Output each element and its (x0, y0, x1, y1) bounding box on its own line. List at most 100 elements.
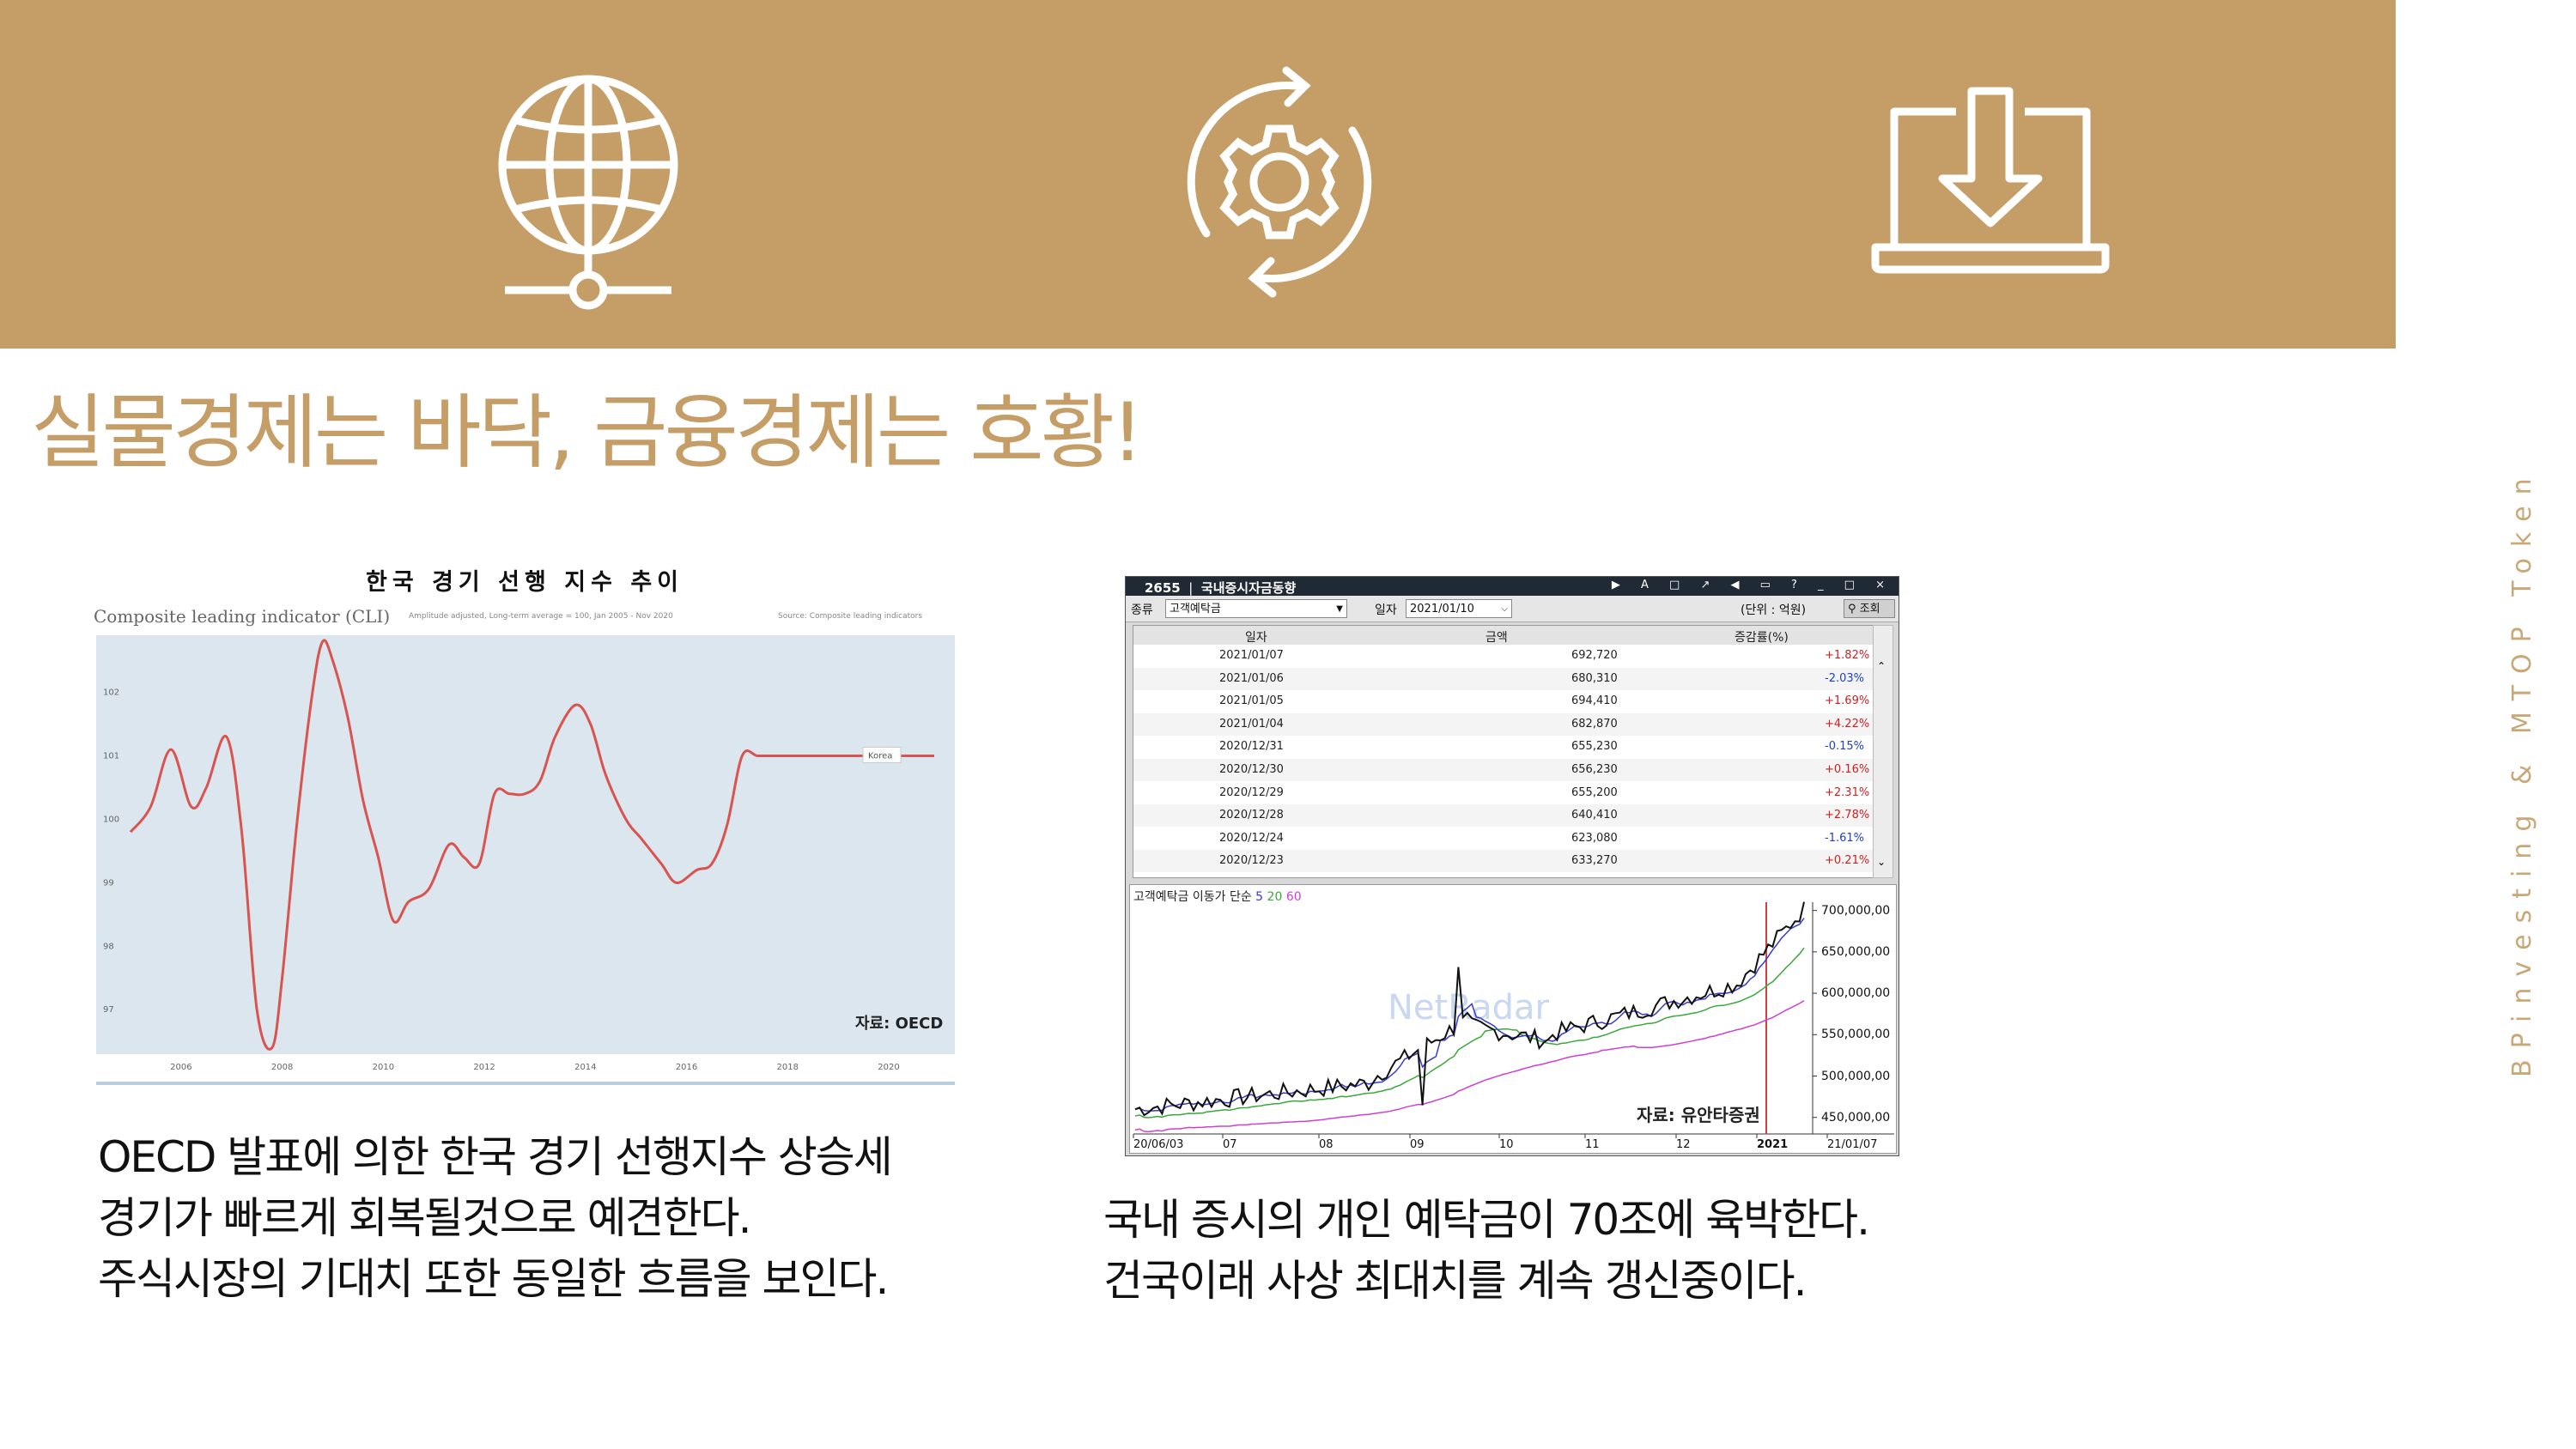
right-caption-line: 건국이래 사상 최대치를 계속 갱신중이다. (1103, 1256, 1807, 1306)
table-row[interactable]: 2020/12/30 656,230 +0.16% (1133, 759, 1874, 781)
chevron-down-icon: ⌵ (1501, 604, 1508, 614)
cell-amount: 692,720 (1571, 649, 1618, 662)
column-header-amount: 금액 (1485, 631, 1508, 645)
table-row[interactable]: 2021/01/07 692,720 +1.82% (1133, 645, 1874, 667)
cli-chart-subtitle-note: Amplitude adjusted, Long-term average = … (409, 612, 673, 621)
x-tick-label: 21/01/07 (1827, 1138, 1878, 1151)
x-tick-label: 20/06/03 (1133, 1138, 1184, 1151)
legend-ma-60: 60 (1285, 890, 1302, 904)
x-tick-label: 2020 (878, 1063, 899, 1072)
cli-chart-subtitle: Composite leading indicator (CLI) (94, 606, 391, 627)
x-tick-label: 07 (1223, 1138, 1237, 1151)
table-header: 일자 금액 증감률(%) (1133, 626, 1874, 646)
cell-date: 2021/01/07 (1219, 649, 1284, 662)
deposit-chart-svg (1133, 901, 1894, 1138)
x-tick-label: 2018 (777, 1063, 799, 1072)
table-row[interactable]: 2020/12/28 640,410 +2.78% (1133, 804, 1874, 828)
table-scrollbar[interactable]: ⌃ ⌄ (1873, 625, 1893, 878)
legend-ma-20: 20 (1267, 890, 1283, 904)
type-label: 종류 (1131, 603, 1153, 617)
table-row[interactable]: 2021/01/06 680,310 -2.03% (1133, 667, 1874, 690)
x-tick-label: 08 (1319, 1138, 1334, 1151)
cli-chart: 한국 경기 선행 지수 추이 Composite leading indicat… (91, 563, 958, 1087)
deposit-table: 일자 금액 증감률(%) 2021/01/07 692,720 +1.82% 2021… (1133, 625, 1874, 878)
cell-change: +1.69% (1825, 694, 1870, 708)
y-tick-label: 101 (103, 751, 119, 761)
cell-amount: 680,310 (1571, 671, 1618, 685)
hts-window-title: 2655 | 국내증시자금동향 (1145, 580, 1297, 596)
ma-20-line (1134, 947, 1805, 1119)
cli-chart-heading: 한국 경기 선행 지수 추이 (366, 569, 683, 596)
cell-date: 2021/01/04 (1219, 717, 1284, 731)
x-tick-label: 11 (1585, 1138, 1600, 1151)
x-tick-label: 09 (1410, 1138, 1425, 1151)
table-row[interactable]: 2020/12/24 623,080 -1.61% (1133, 827, 1874, 850)
type-select-value: 고객예탁금 (1170, 603, 1221, 615)
cell-change: +2.78% (1825, 809, 1870, 822)
cell-date: 2021/01/05 (1219, 694, 1284, 708)
cell-change: +4.22% (1825, 717, 1870, 731)
cell-date: 2020/12/24 (1219, 831, 1284, 845)
legend-box (862, 746, 902, 763)
cell-amount: 633,270 (1571, 854, 1618, 868)
cell-date: 2020/12/23 (1219, 854, 1284, 868)
type-select[interactable]: 고객예탁금 ▼ (1165, 599, 1347, 618)
scroll-down-icon[interactable]: ⌄ (1877, 856, 1886, 868)
query-button-label: 조회 (1859, 603, 1880, 615)
y-tick-label: 600,000,00 (1821, 986, 1891, 1001)
table-row[interactable]: 2020/12/31 655,230 -0.15% (1133, 736, 1874, 759)
x-tick-label: 2008 (271, 1063, 293, 1072)
hts-window-controls[interactable]: ▶ A □ ↗ ◀ ▭ ? _ □ × (1611, 579, 1893, 591)
hts-window: 2655 | 국내증시자금동향 ▶ A □ ↗ ◀ ▭ ? _ □ × 종류 고… (1125, 576, 1899, 1156)
series-line-korea (129, 639, 934, 1051)
y-tick-label: 100 (103, 815, 119, 824)
left-caption-line: 경기가 빠르게 회복될것으로 예견한다. (98, 1193, 752, 1243)
column-header-change: 증감률(%) (1735, 631, 1789, 645)
cell-change: +2.31% (1825, 785, 1870, 799)
side-brand-text: BPinvesting & MTOP Token (2507, 467, 2537, 1077)
table-row[interactable]: 2021/01/04 682,870 +4.22% (1133, 712, 1874, 736)
hts-title-bar: 2655 | 국내증시자금동향 ▶ A □ ↗ ◀ ▭ ? _ □ × (1126, 577, 1899, 596)
legend-label-korea: Korea (868, 751, 892, 761)
x-tick-label: 10 (1499, 1138, 1514, 1151)
date-input[interactable]: 2021/01/10 ⌵ (1406, 599, 1512, 618)
date-label: 일자 (1375, 603, 1397, 617)
left-caption-line: 주식시장의 기대치 또한 동일한 흐름을 보인다. (98, 1254, 889, 1304)
ma-60-line (1134, 1000, 1805, 1133)
cell-amount: 655,200 (1571, 785, 1618, 799)
cell-date: 2021/01/06 (1219, 671, 1284, 685)
cell-amount: 623,080 (1571, 831, 1618, 845)
cell-change: -2.03% (1825, 671, 1864, 685)
scroll-up-icon[interactable]: ⌃ (1877, 660, 1886, 672)
hts-window-name: 국내증시자금동향 (1200, 580, 1297, 596)
y-tick-label: 102 (103, 688, 119, 698)
table-row[interactable]: 2020/12/29 655,200 +2.31% (1133, 781, 1874, 804)
cell-amount: 682,870 (1571, 717, 1618, 731)
legend-ma-5: 5 (1255, 890, 1264, 904)
globe-network-icon (498, 75, 678, 310)
cli-plot-svg: 97 98 99 100 101 102 Korea 자료: OECD (103, 639, 943, 1051)
cli-x-axis: 2006 2008 2010 2012 2014 2016 2018 2020 (170, 1063, 900, 1072)
table-row[interactable]: 2020/12/23 633,270 +0.21% (1133, 850, 1874, 873)
x-tick-label: 12 (1676, 1138, 1691, 1151)
cell-date: 2020/12/31 (1219, 740, 1284, 754)
header-banner (0, 0, 2396, 349)
table-row[interactable]: 2021/01/05 694,410 +1.69% (1133, 690, 1874, 713)
x-tick-label: 2021 (1757, 1138, 1789, 1151)
y-tick-label: 98 (103, 942, 114, 951)
cell-change: +0.16% (1825, 763, 1870, 776)
y-tick-label: 97 (103, 1005, 114, 1015)
y-tick-label: 500,000,00 (1821, 1069, 1891, 1083)
query-button[interactable]: ⚲ 조회 (1844, 599, 1895, 618)
page-title: 실물경제는 바닥, 금융경제는 호황! (31, 386, 1144, 480)
left-caption-line: OECD 발표에 의한 한국 경기 선행지수 상승세 (98, 1132, 893, 1182)
cli-plot-area: 97 98 99 100 101 102 Korea 자료: OECD (96, 635, 955, 1054)
cell-amount: 656,230 (1571, 763, 1618, 776)
deposit-chart: 고객예탁금 이동가 단순 5 20 60 NetRadar 자료: 유안타증권 … (1129, 884, 1897, 1154)
y-tick-label: 650,000,00 (1821, 944, 1891, 959)
gear-refresh-icon (1187, 66, 1372, 298)
x-tick-label: 2012 (473, 1063, 495, 1072)
left-caption: OECD 발표에 의한 한국 경기 선행지수 상승세 경기가 빠르게 회복될것으… (98, 1127, 893, 1310)
y-tick-label: 550,000,00 (1821, 1028, 1891, 1042)
deposit-line (1134, 901, 1805, 1117)
